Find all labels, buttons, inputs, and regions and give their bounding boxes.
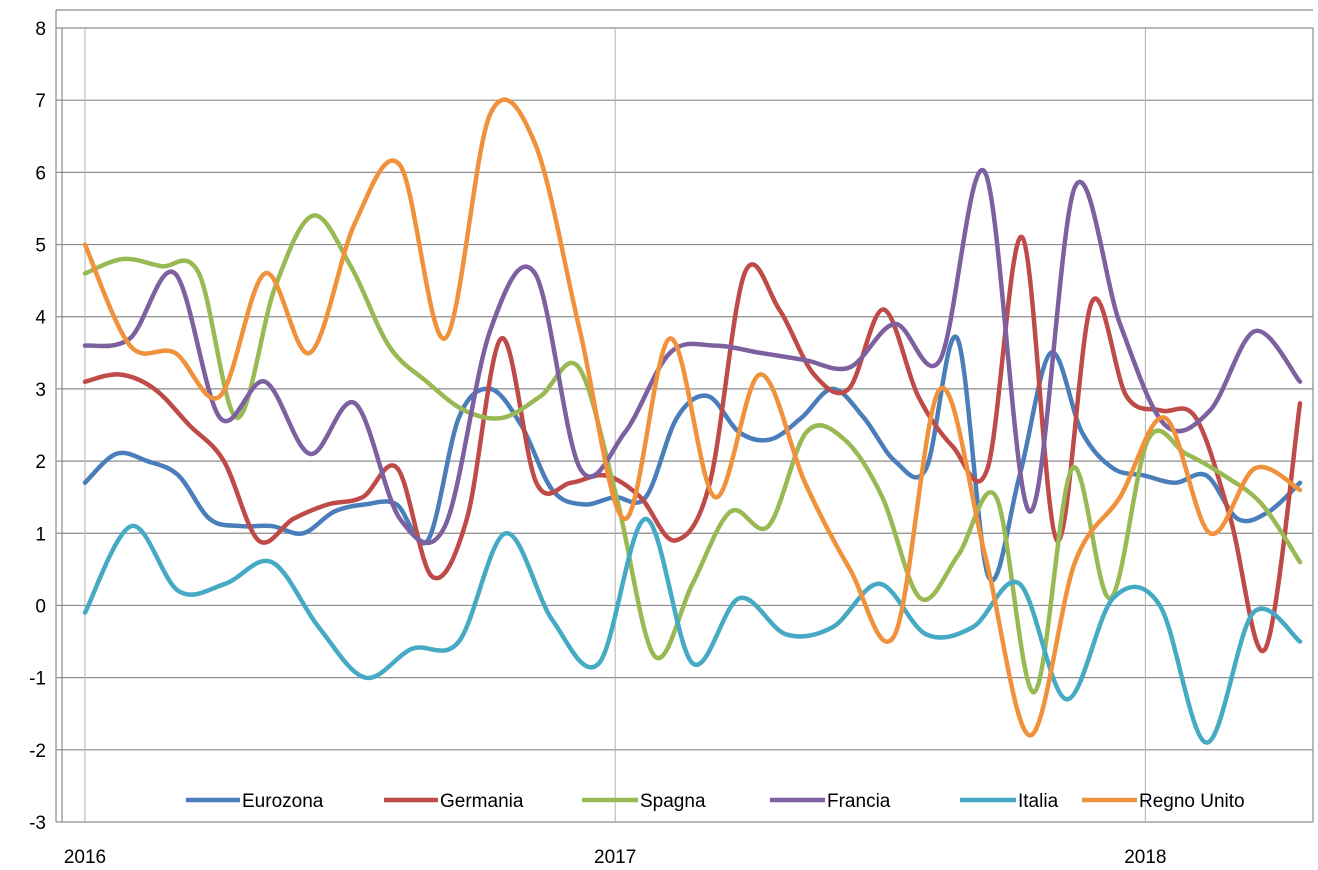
series-line-francia (82, 167, 1303, 546)
axes (55, 9, 1314, 823)
legend-label-spagna: Spagna (640, 791, 706, 812)
y-tick-label: 0 (35, 596, 46, 617)
legend-label-eurozona: Eurozona (242, 791, 324, 812)
series-lines (82, 97, 1303, 745)
series-line-regno-unito (82, 97, 1303, 738)
y-tick-label: -2 (29, 741, 46, 762)
x-tick-label: 2018 (1124, 847, 1166, 868)
legend-label-regno-unito: Regno Unito (1139, 791, 1245, 812)
y-tick-label: -1 (29, 669, 46, 690)
series-line-spagna (82, 213, 1303, 695)
y-tick-label: -3 (29, 813, 46, 834)
gridlines (62, 27, 1313, 823)
y-tick-label: 6 (35, 163, 46, 184)
y-tick-label: 2 (35, 452, 46, 473)
x-tick-labels: 2016 2017 2018 (64, 847, 1167, 868)
y-tick-label: 3 (35, 380, 46, 401)
y-tick-label: 5 (35, 236, 46, 257)
legend-label-germania: Germania (440, 791, 524, 812)
y-tick-label: 8 (35, 19, 46, 40)
y-tick-label: 4 (35, 308, 46, 329)
legend-label-italia: Italia (1018, 791, 1059, 812)
y-tick-label: 1 (35, 524, 46, 545)
x-tick-label: 2016 (64, 847, 106, 868)
y-tick-label: 7 (35, 91, 46, 112)
x-tick-label: 2017 (594, 847, 636, 868)
legend: Eurozona Germania Spagna Francia Italia Regno… (186, 791, 1245, 812)
y-tick-labels: -3 -2 -1 0 1 2 3 4 5 6 7 8 (29, 19, 46, 834)
series-line-eurozona (82, 334, 1303, 583)
legend-label-francia: Francia (827, 791, 891, 812)
series-line-italia (82, 516, 1303, 745)
series-line-germania (82, 235, 1303, 654)
